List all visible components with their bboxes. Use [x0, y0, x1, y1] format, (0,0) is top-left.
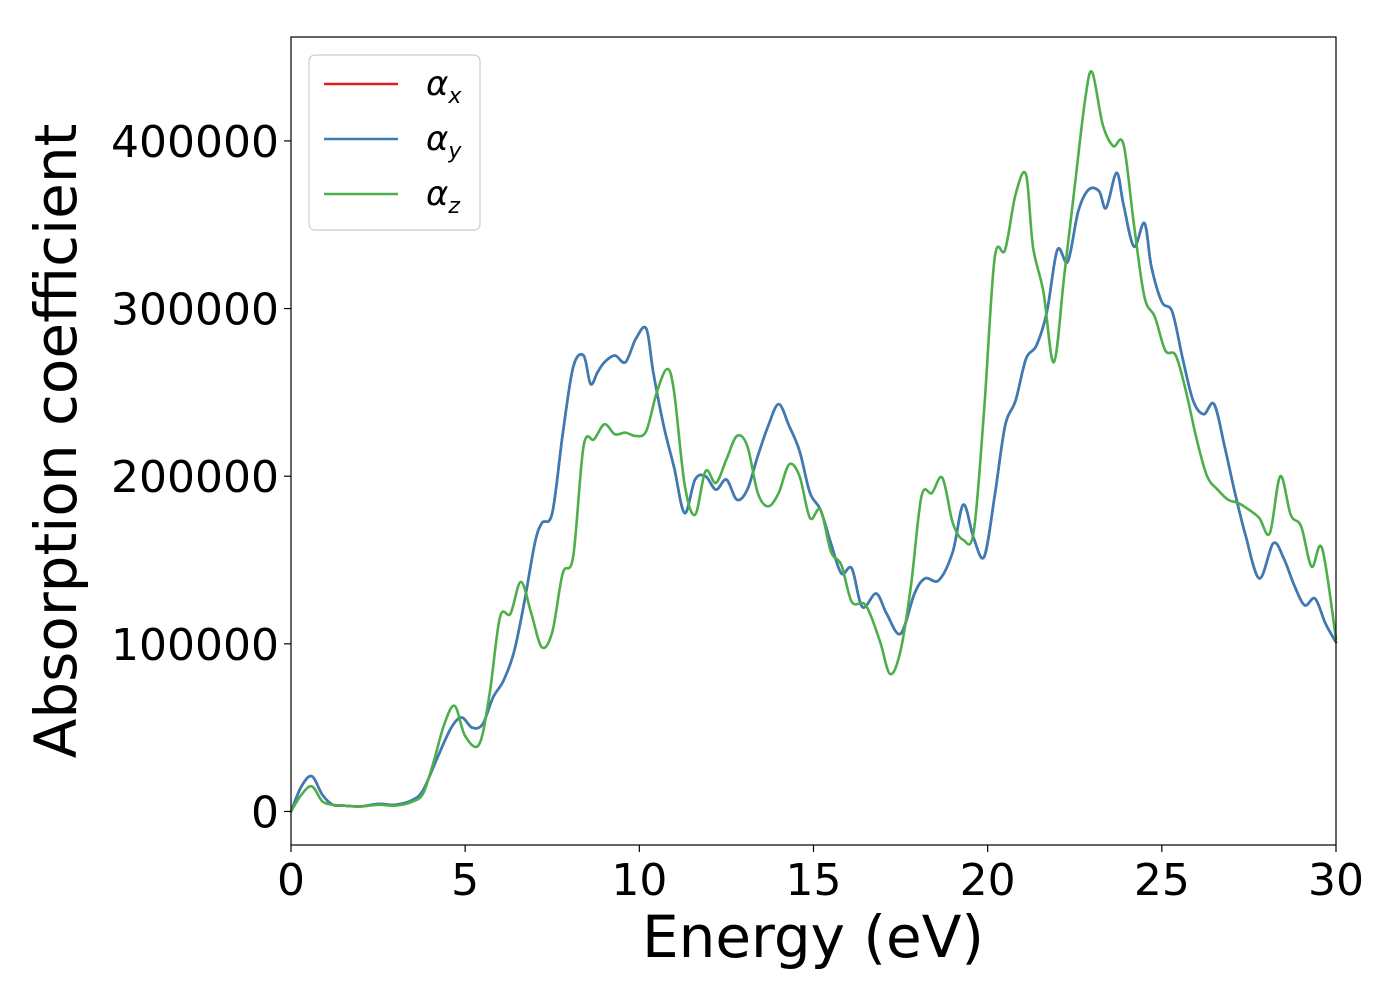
legend-label-z: αz: [426, 174, 460, 219]
x-tick-label: 5: [451, 855, 479, 906]
y-axis-label: Absorption coefficient: [22, 124, 90, 759]
x-tick-label: 25: [1134, 855, 1190, 906]
x-tick-label: 15: [786, 855, 842, 906]
y-tick-label: 100000: [111, 620, 279, 671]
x-axis-ticks: 0 5 10 15 20 25 30: [277, 845, 1364, 906]
series-line-z: [289, 70, 1338, 813]
legend-label-y: αy: [426, 119, 462, 164]
legend-label-x: αx: [426, 64, 462, 109]
series-line-y: [289, 171, 1338, 813]
y-tick-label: 300000: [111, 285, 279, 336]
x-tick-label: 30: [1308, 855, 1364, 906]
series-layer: [289, 70, 1338, 813]
y-tick-label: 0: [251, 787, 279, 838]
legend: αx αy αz: [308, 54, 481, 231]
x-tick-label: 20: [960, 855, 1016, 906]
x-axis-label: Energy (eV): [642, 903, 984, 971]
legend-frame: [308, 54, 481, 231]
x-tick-label: 0: [277, 855, 305, 906]
y-axis-ticks: 0 100000 200000 300000 400000: [111, 117, 291, 838]
y-tick-label: 400000: [111, 117, 279, 168]
x-tick-label: 10: [611, 855, 667, 906]
y-tick-label: 200000: [111, 452, 279, 503]
legend-entries: αx αy αz: [324, 64, 462, 219]
